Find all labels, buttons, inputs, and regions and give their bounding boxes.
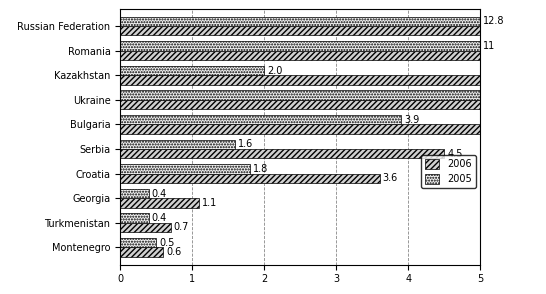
Bar	[120, 247, 163, 257]
Legend: 2006, 2005: 2006, 2005	[421, 155, 476, 188]
Text: 0.4: 0.4	[152, 213, 167, 223]
Text: 11: 11	[483, 41, 496, 51]
Bar	[120, 91, 546, 100]
Bar	[120, 66, 264, 75]
Text: 0.6: 0.6	[166, 247, 181, 257]
Text: 1.6: 1.6	[238, 139, 253, 149]
Bar	[120, 213, 149, 223]
Bar	[120, 26, 546, 35]
Bar	[120, 124, 517, 134]
Bar	[120, 17, 546, 26]
Bar	[120, 149, 444, 158]
Bar	[120, 100, 546, 109]
Bar	[120, 140, 235, 149]
Text: 0.4: 0.4	[152, 188, 167, 198]
Text: 1.1: 1.1	[202, 198, 217, 208]
Bar	[120, 189, 149, 198]
Text: 4.5: 4.5	[447, 149, 462, 159]
Text: 0.5: 0.5	[159, 238, 174, 248]
Bar	[120, 238, 156, 247]
Bar	[120, 115, 401, 124]
Bar	[120, 164, 250, 173]
Text: 3.9: 3.9	[404, 115, 419, 125]
Text: 1.8: 1.8	[253, 164, 268, 174]
Bar	[120, 51, 546, 60]
Bar	[120, 173, 379, 183]
Text: 2.0: 2.0	[267, 66, 282, 76]
Text: 12.8: 12.8	[483, 16, 505, 26]
Bar	[120, 198, 199, 208]
Text: 0.7: 0.7	[174, 223, 189, 233]
Bar	[120, 223, 170, 232]
Bar	[120, 41, 546, 51]
Text: 3.6: 3.6	[382, 173, 397, 183]
Bar	[120, 75, 546, 85]
